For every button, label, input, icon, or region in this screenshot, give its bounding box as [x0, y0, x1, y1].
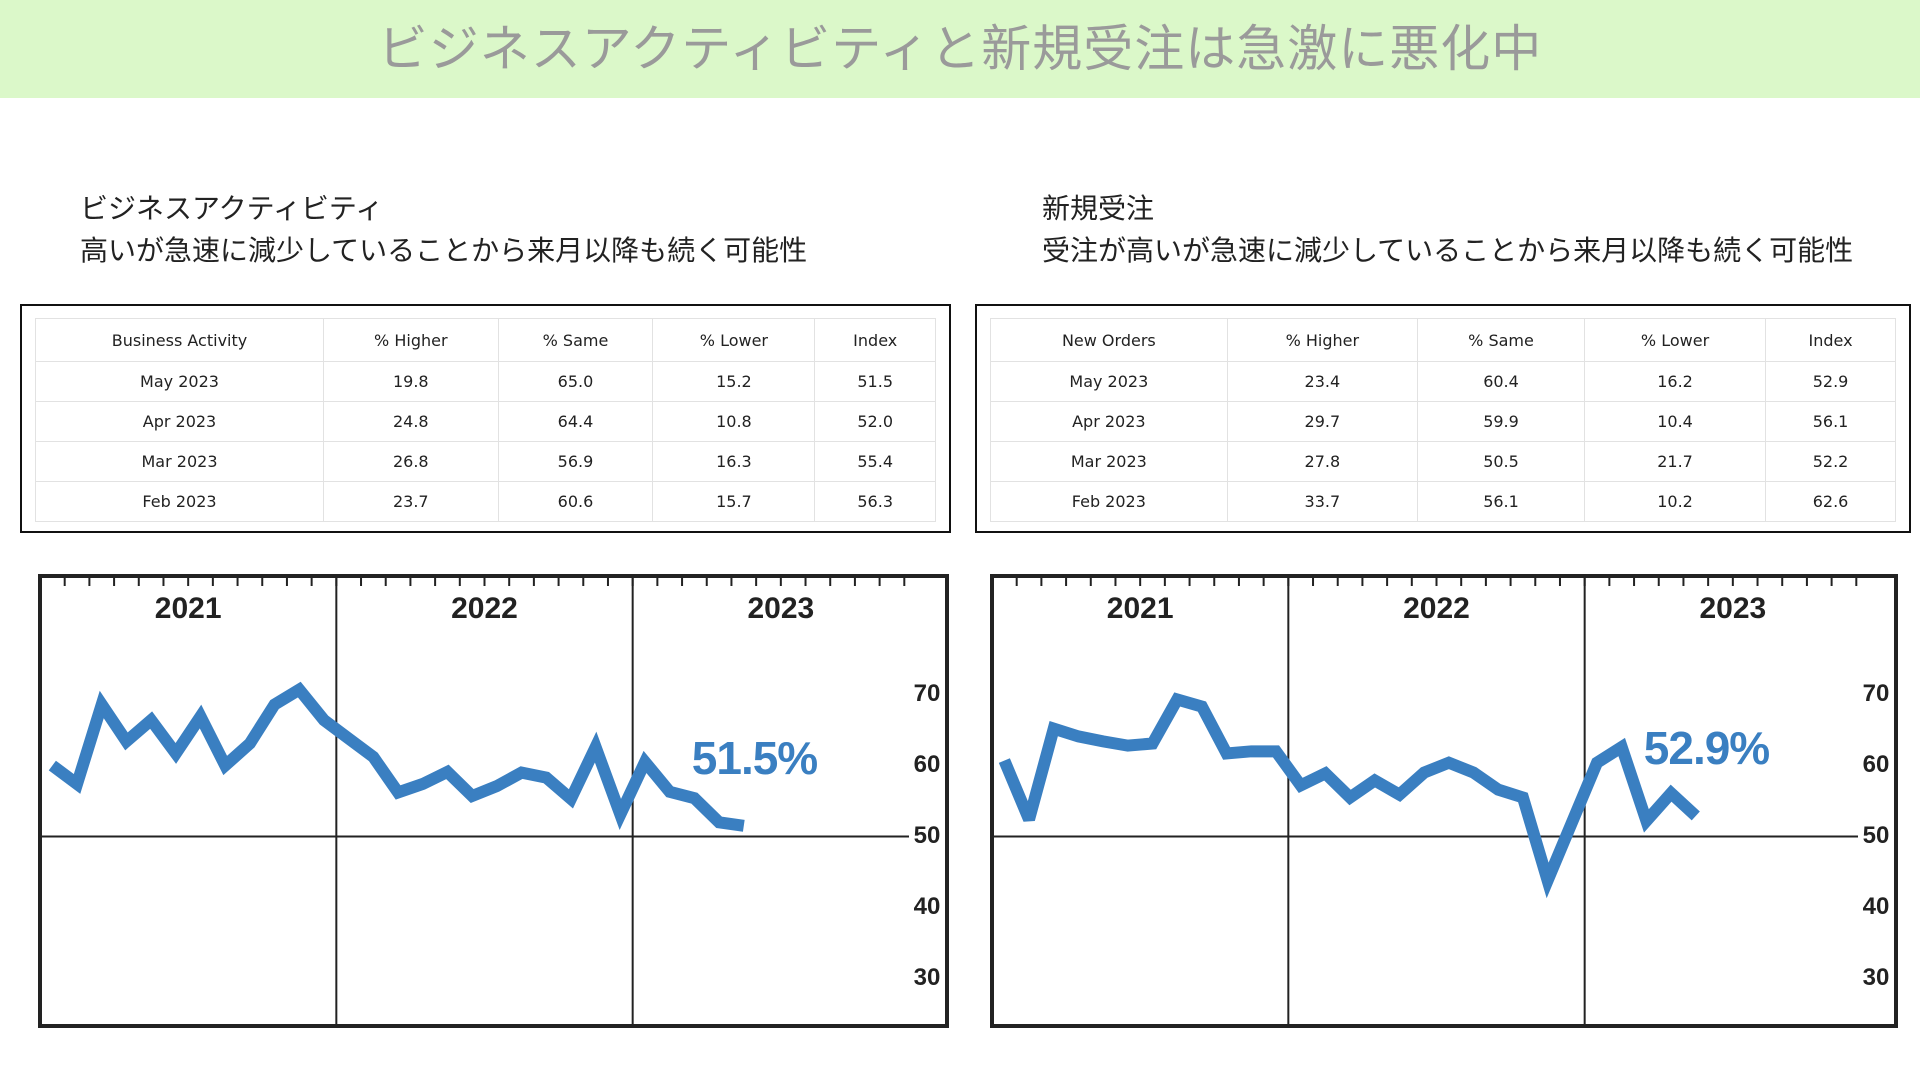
table-cell: May 2023 [35, 361, 324, 402]
table-cell: Mar 2023 [35, 441, 324, 482]
section-heading: 新規受注 [1042, 192, 1155, 225]
section-text: 新規受注 受注が高いが急速に減少していることから来月以降も続く可能性 [1042, 188, 1853, 272]
year-label: 2023 [1699, 592, 1766, 625]
table-cell: 62.6 [1765, 481, 1896, 522]
table-cell: 10.2 [1584, 481, 1767, 522]
table-cell: Feb 2023 [990, 481, 1228, 522]
header-cell: Index [1765, 318, 1896, 362]
year-label: 2022 [451, 592, 518, 625]
year-label: 2021 [1107, 592, 1174, 625]
table-cell: 52.0 [814, 401, 936, 442]
header-cell: % Same [497, 318, 654, 362]
year-label: 2023 [747, 592, 814, 625]
table-cell: 51.5 [814, 361, 936, 402]
y-tick-label: 30 [914, 964, 941, 991]
section-note: 受注が高いが急速に減少していることから来月以降も続く可能性 [1042, 234, 1854, 267]
section-text: ビジネスアクティビティ 高いが急速に減少していることから来月以降も続く可能性 [80, 188, 807, 272]
table-cell: 56.3 [814, 481, 936, 522]
annotation: 51.5% [692, 732, 818, 784]
table-cell: 23.4 [1226, 361, 1418, 402]
table-cell: 26.8 [323, 441, 499, 482]
section-note: 高いが急速に減少していることから来月以降も続く可能性 [80, 234, 808, 267]
plot-frame [990, 574, 1898, 1028]
y-tick-label: 40 [914, 893, 941, 920]
header-cell: Index [814, 318, 936, 362]
table-cell: 15.7 [652, 481, 816, 522]
annotation: 52.9% [1644, 722, 1770, 774]
table-cell: 16.2 [1584, 361, 1767, 402]
y-tick-label: 30 [1863, 964, 1890, 991]
table-box: New Orders% Higher% Same% Lower Index May … [975, 304, 1911, 533]
header-cell: New Orders [990, 318, 1228, 362]
table-cell: Apr 2023 [990, 401, 1228, 442]
y-tick-label: 50 [1863, 822, 1890, 849]
header-cell: % Lower [1584, 318, 1767, 362]
table-cell: 55.4 [814, 441, 936, 482]
table-cell: Mar 2023 [990, 441, 1228, 482]
table-cell: 60.6 [497, 481, 654, 522]
table-cell: 56.9 [497, 441, 654, 482]
year-label: 2021 [155, 592, 222, 625]
table-cell: 52.9 [1765, 361, 1896, 402]
table-cell: 56.1 [1765, 401, 1896, 442]
table-cell: 33.7 [1226, 481, 1418, 522]
header-cell: % Lower [652, 318, 816, 362]
data-line [998, 692, 1700, 899]
table-row: Feb 2023 23.7 60.6 15.7 56.3 [35, 481, 936, 522]
data-table: New Orders% Higher% Same% Lower Index May … [990, 318, 1896, 522]
table-cell: 16.3 [652, 441, 816, 482]
table-cell: 10.4 [1584, 401, 1767, 442]
table-cell: 56.1 [1416, 481, 1586, 522]
year-label: 2022 [1403, 592, 1470, 625]
plot-frame [38, 574, 949, 1028]
header-cell: % Same [1416, 318, 1586, 362]
table-row: Mar 2023 27.8 50.5 21.7 52.2 [990, 441, 1896, 482]
table-cell: Apr 2023 [35, 401, 324, 442]
y-tick-label: 60 [914, 751, 941, 778]
y-tick-label: 40 [1863, 893, 1890, 920]
table-cell: 29.7 [1226, 401, 1418, 442]
data-line [48, 681, 745, 832]
header-row: Business Activity% Higher% Same% Lower In… [35, 318, 936, 362]
table-cell: Feb 2023 [35, 481, 324, 522]
table-cell: 27.8 [1226, 441, 1418, 482]
table-row: Mar 2023 26.8 56.9 16.3 55.4 [35, 441, 936, 482]
section-heading: ビジネスアクティビティ [80, 192, 384, 225]
y-tick-label: 60 [1863, 751, 1890, 778]
y-tick-label: 70 [1863, 680, 1890, 707]
table-cell: 23.7 [323, 481, 499, 522]
y-tick-label: 50 [914, 822, 941, 849]
data-table: Business Activity% Higher% Same% Lower In… [35, 318, 936, 522]
table-row: Apr 2023 24.8 64.4 10.8 52.0 [35, 401, 936, 442]
table-row: May 2023 19.8 65.0 15.2 51.5 [35, 361, 936, 402]
header-band: ビジネスアクティビティと新規受注は急激に悪化中 [0, 0, 1920, 98]
table-cell: 24.8 [323, 401, 499, 442]
table-cell: May 2023 [990, 361, 1228, 402]
table-row: Feb 2023 33.7 56.1 10.2 62.6 [990, 481, 1896, 522]
table-cell: 65.0 [497, 361, 654, 402]
table-row: Apr 2023 29.7 59.9 10.4 56.1 [990, 401, 1896, 442]
table-box: Business Activity% Higher% Same% Lower In… [20, 304, 951, 533]
table-cell: 21.7 [1584, 441, 1767, 482]
table-cell: 52.2 [1765, 441, 1896, 482]
y-tick-label: 70 [914, 680, 941, 707]
slide-title: ビジネスアクティビティと新規受注は急激に悪化中 [377, 20, 1543, 78]
